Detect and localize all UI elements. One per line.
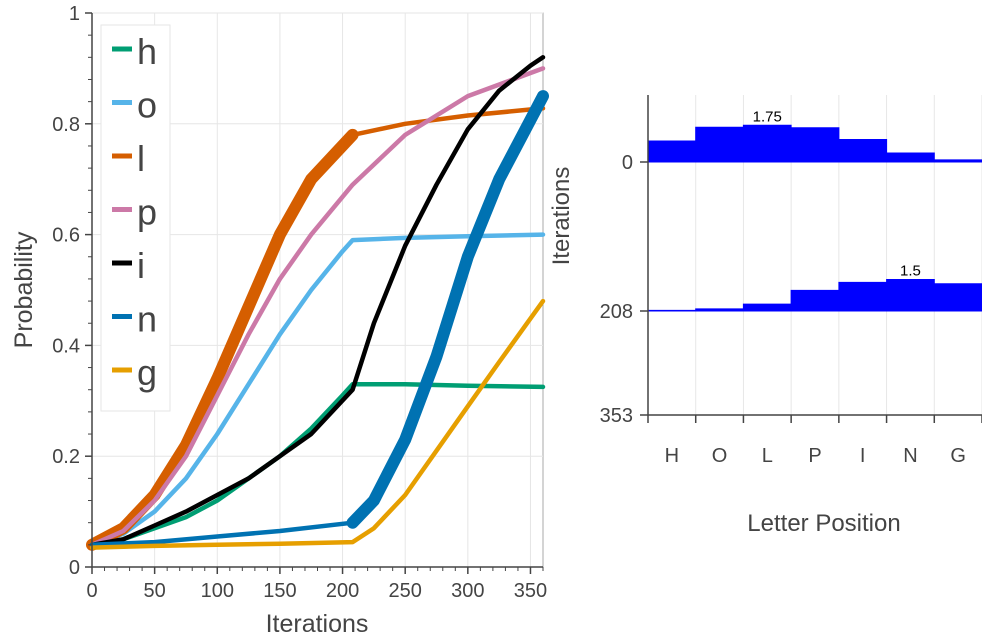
right-x-tick-label: G [950,445,966,467]
right-x-tick-label: O [712,445,728,467]
right-y-axis-label: Iterations [548,167,575,266]
left-y-tick-label: 1 [69,3,80,25]
left-axes: 0 50 100 150 200 250 300 350 0 0.2 0.4 0.6 0.8 1 [52,3,547,602]
left-y-tick-label: 0.8 [52,114,80,136]
legend-box [100,24,171,412]
right-y-tick-label: 208 [600,301,633,323]
probability-line-chart: 0 50 100 150 200 250 300 350 0 0.2 0.4 0.6 0.8 1 Iter… [10,3,549,637]
right-axes: H O L P I N G 0 208 353 [600,95,982,467]
left-y-tick-label: 0.6 [52,225,80,247]
legend-label-l: l [137,138,145,179]
series-line-i [89,55,546,548]
left-x-tick-label: 350 [514,580,547,602]
right-y-tick-label: 0 [622,152,633,174]
ridge-208 [647,279,982,312]
left-x-tick-label: 200 [326,580,359,602]
left-x-tick-label: 0 [86,580,97,602]
legend-label-p: p [137,192,157,233]
left-y-tick-label: 0 [69,557,80,579]
right-x-tick-label: L [762,445,773,467]
series-line-g [89,298,546,550]
series-line-n-thick [346,90,549,529]
left-x-tick-label: 150 [263,580,296,602]
left-y-tick-label: 0.4 [52,335,80,357]
right-ridges: 1.75 1.5 [647,108,982,312]
left-x-tick-label: 50 [144,580,166,602]
left-x-tick-label: 250 [389,580,422,602]
series-line-n [89,520,355,548]
right-y-tick-label: 353 [600,405,633,427]
right-x-axis-label: Letter Position [747,510,900,537]
series-line-o [89,232,546,548]
left-x-tick-label: 100 [201,580,234,602]
left-x-tick-label: 300 [451,580,484,602]
series-line-l-thick [86,128,359,551]
ridge-0 [647,124,982,163]
left-x-axis-label: Iterations [266,610,369,637]
right-x-tick-label: P [808,445,821,467]
legend-label-i: i [137,245,145,286]
ridge-peak-label: 1.75 [753,108,782,125]
right-x-tick-label: N [903,445,917,467]
legend-label-h: h [137,31,157,72]
legend-label-o: o [137,85,157,126]
legend-label-g: g [137,352,157,393]
left-y-tick-label: 0.2 [52,446,80,468]
left-series-lines [86,55,549,551]
letter-position-ridge-chart: 1.75 1.5 H O L P I N G 0 208 353 Letter Position I… [548,95,982,537]
ridge-peak-label: 1.5 [900,263,921,280]
right-x-tick-label: H [665,445,679,467]
left-y-axis-label: Probability [10,231,38,348]
series-line-l [350,106,546,138]
series-line-p [89,66,546,548]
right-x-tick-label: I [860,445,866,467]
legend-label-n: n [137,299,157,340]
